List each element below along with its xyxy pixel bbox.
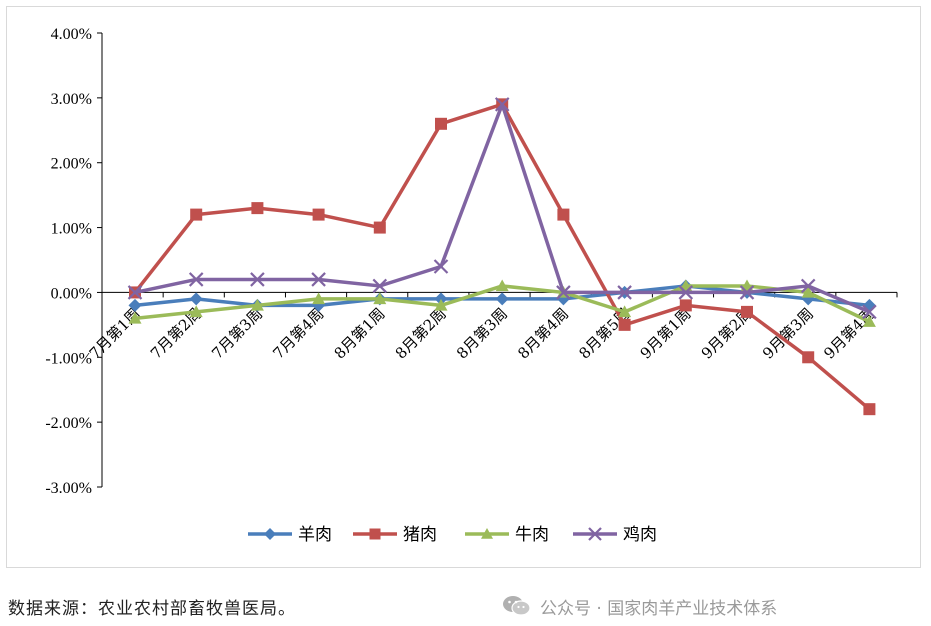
wechat-icon: [503, 596, 531, 616]
data-point: [264, 528, 276, 540]
series-line: [133, 102, 871, 411]
data-point: [372, 278, 388, 294]
x-tick-label: 8月第3周: [453, 305, 511, 363]
data-point: [369, 528, 381, 540]
x-tick-label: 8月第1周: [331, 305, 389, 363]
y-tick-label: 0.00%: [51, 285, 92, 302]
data-point: [481, 528, 493, 539]
legend-label: 鸡肉: [623, 525, 657, 545]
chart-axes: 4.00% 3.00% 2.00% 1.00% 0.00% -1.00% -2.00% -3.…: [45, 26, 898, 497]
legend-item: 牛肉: [465, 525, 549, 545]
data-point: [373, 292, 387, 305]
data-point: [588, 527, 602, 541]
data-point: [494, 97, 510, 112]
data-point: [862, 304, 877, 320]
data-point: [618, 305, 632, 318]
legend-label: 猪肉: [403, 525, 437, 545]
y-tick-label: 4.00%: [51, 26, 92, 43]
data-point: [312, 292, 326, 305]
data-point: [557, 208, 570, 221]
watermark: 公众号 · 国家肉羊产业技术体系: [502, 594, 778, 619]
legend-label: 牛肉: [515, 525, 549, 545]
data-point: [251, 202, 264, 215]
data-point: [495, 279, 509, 292]
x-tick-label: 8月第4周: [514, 305, 572, 363]
data-point: [679, 299, 692, 312]
data-point: [739, 285, 755, 300]
y-tick-label: 1.00%: [51, 221, 92, 238]
data-point: [495, 292, 509, 306]
legend-item: 猪肉: [353, 525, 437, 545]
data-point: [802, 351, 815, 364]
data-point: [127, 285, 143, 300]
data-point: [863, 403, 876, 416]
data-point: [189, 292, 203, 306]
data-point: [556, 285, 571, 300]
data-point: [250, 272, 265, 287]
legend-label: 羊肉: [298, 525, 332, 545]
series-4: [127, 97, 877, 320]
y-tick-label: -3.00%: [45, 480, 92, 497]
data-point: [433, 259, 449, 274]
data-point: [862, 315, 876, 327]
data-point: [373, 221, 386, 234]
chart-frame: [6, 6, 921, 568]
data-point: [311, 272, 326, 287]
chart-series: [127, 97, 877, 416]
data-point: [128, 311, 142, 324]
data-point: [189, 305, 203, 318]
data-point: [128, 298, 142, 312]
data-point: [250, 298, 264, 311]
data-point: [741, 305, 753, 318]
x-tick-label: 8月第2周: [392, 305, 450, 363]
watermark-text: 公众号 · 国家肉羊产业技术体系: [540, 598, 778, 619]
data-point: [678, 285, 694, 300]
y-tick-label: -2.00%: [45, 415, 92, 432]
legend-item: 鸡肉: [573, 525, 657, 545]
x-tick-label: 7月第4周: [269, 305, 327, 363]
data-point: [617, 285, 632, 300]
y-tick-label: 2.00%: [51, 156, 92, 173]
line-chart: 4.00% 3.00% 2.00% 1.00% 0.00% -1.00% -2.00% -3.…: [45, 26, 898, 545]
data-point: [312, 208, 325, 221]
data-point: [801, 285, 815, 298]
data-point: [618, 318, 631, 331]
series-2: [129, 98, 876, 416]
data-point: [190, 208, 203, 221]
data-point: [434, 298, 448, 311]
x-tick-label: 7月第3周: [208, 305, 266, 363]
y-tick-label: 3.00%: [51, 91, 92, 108]
data-point: [435, 117, 447, 130]
data-point: [800, 278, 816, 294]
legend-item: 羊肉: [248, 525, 332, 545]
data-point: [188, 272, 204, 287]
y-tick-label: -1.00%: [45, 350, 92, 367]
source-note: 数据来源：农业农村部畜牧兽医局。: [8, 599, 296, 619]
chart-legend: 羊肉 猪肉 牛肉 鸡肉: [248, 525, 657, 545]
